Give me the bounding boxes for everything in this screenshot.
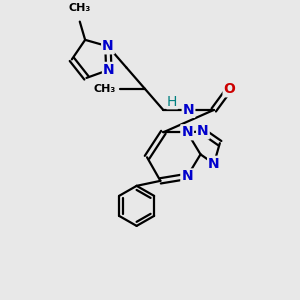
Text: N: N bbox=[181, 169, 193, 183]
Text: N: N bbox=[103, 63, 115, 77]
Text: O: O bbox=[224, 82, 236, 96]
Text: N: N bbox=[181, 125, 193, 139]
Text: H: H bbox=[167, 95, 177, 109]
Text: CH₃: CH₃ bbox=[69, 3, 91, 14]
Text: N: N bbox=[197, 124, 209, 138]
Text: N: N bbox=[102, 39, 114, 53]
Text: CH₃: CH₃ bbox=[94, 84, 116, 94]
Text: N: N bbox=[183, 103, 194, 117]
Text: N: N bbox=[208, 157, 220, 171]
